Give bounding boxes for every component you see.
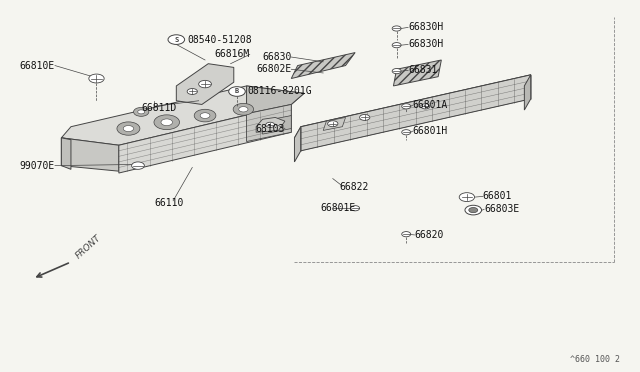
Circle shape — [117, 122, 140, 135]
Circle shape — [360, 115, 370, 121]
Circle shape — [138, 110, 145, 114]
Circle shape — [239, 107, 248, 112]
Circle shape — [392, 26, 401, 31]
Text: 68103: 68103 — [255, 124, 285, 134]
Text: 66830: 66830 — [262, 52, 291, 62]
Text: 66801H: 66801H — [413, 126, 448, 136]
Text: 66802E: 66802E — [256, 64, 291, 74]
Polygon shape — [61, 138, 71, 169]
Text: 99070E: 99070E — [20, 161, 55, 171]
Polygon shape — [246, 105, 291, 141]
Text: 66822: 66822 — [339, 182, 369, 192]
Circle shape — [421, 104, 430, 109]
Circle shape — [168, 35, 184, 44]
Circle shape — [465, 205, 481, 215]
Text: 66831: 66831 — [408, 65, 438, 76]
Text: FRONT: FRONT — [74, 233, 103, 260]
Polygon shape — [262, 116, 291, 134]
Text: 66110: 66110 — [154, 198, 183, 208]
Polygon shape — [176, 64, 234, 105]
Circle shape — [233, 103, 253, 115]
Circle shape — [132, 162, 145, 169]
Circle shape — [460, 193, 474, 202]
Polygon shape — [323, 118, 346, 131]
Polygon shape — [394, 60, 442, 86]
Polygon shape — [294, 75, 531, 138]
Text: 66803E: 66803E — [484, 204, 520, 214]
Polygon shape — [119, 105, 291, 173]
Text: 66810E: 66810E — [20, 61, 55, 71]
Circle shape — [468, 208, 477, 213]
Circle shape — [266, 122, 275, 128]
Circle shape — [89, 74, 104, 83]
Polygon shape — [291, 52, 355, 78]
Text: 66820: 66820 — [415, 230, 444, 240]
Text: 66816M: 66816M — [214, 49, 250, 60]
Circle shape — [228, 87, 245, 96]
Circle shape — [161, 119, 173, 126]
Text: 08116-8201G: 08116-8201G — [248, 87, 312, 96]
Text: ^660 100 2: ^660 100 2 — [570, 355, 620, 364]
Polygon shape — [524, 75, 531, 110]
Text: 08540-51208: 08540-51208 — [187, 35, 252, 45]
Circle shape — [351, 206, 360, 211]
Circle shape — [194, 109, 216, 122]
Text: 66801A: 66801A — [413, 100, 448, 110]
Polygon shape — [61, 86, 304, 145]
Text: 66830H: 66830H — [408, 22, 444, 32]
Circle shape — [402, 104, 411, 109]
Circle shape — [187, 89, 197, 94]
Text: S: S — [174, 36, 179, 43]
Polygon shape — [61, 138, 119, 171]
Text: 66801: 66801 — [483, 191, 512, 201]
Text: 66801E: 66801E — [320, 203, 355, 213]
Polygon shape — [294, 127, 301, 162]
Polygon shape — [301, 75, 531, 151]
Text: 66830H: 66830H — [408, 39, 444, 49]
Circle shape — [134, 108, 149, 116]
Circle shape — [200, 113, 210, 118]
Text: B: B — [235, 89, 239, 94]
Polygon shape — [256, 118, 285, 132]
Polygon shape — [246, 86, 304, 114]
Circle shape — [124, 126, 134, 132]
Circle shape — [402, 232, 411, 237]
Text: 66811D: 66811D — [141, 103, 177, 113]
Circle shape — [392, 42, 401, 48]
Circle shape — [392, 68, 401, 74]
Circle shape — [154, 115, 179, 130]
Circle shape — [198, 80, 211, 88]
Circle shape — [328, 121, 338, 127]
Circle shape — [402, 130, 411, 135]
